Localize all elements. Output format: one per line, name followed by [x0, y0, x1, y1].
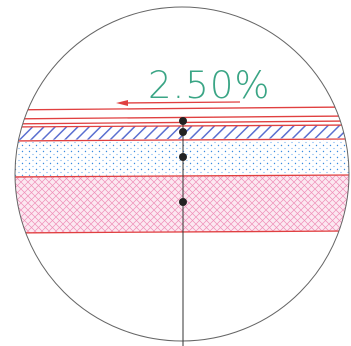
layer-lines: [15, 106, 349, 234]
hatched-layer: [15, 125, 349, 140]
dotted-layer: [15, 140, 349, 176]
callout-circle: [14, 6, 350, 342]
layers: [15, 106, 349, 234]
slope-arrow-head: [116, 100, 128, 106]
layer-points: [179, 117, 187, 206]
pink-layer: [15, 175, 349, 233]
slope-label: 2.50%: [148, 64, 271, 107]
slope-arrow: [119, 101, 241, 104]
